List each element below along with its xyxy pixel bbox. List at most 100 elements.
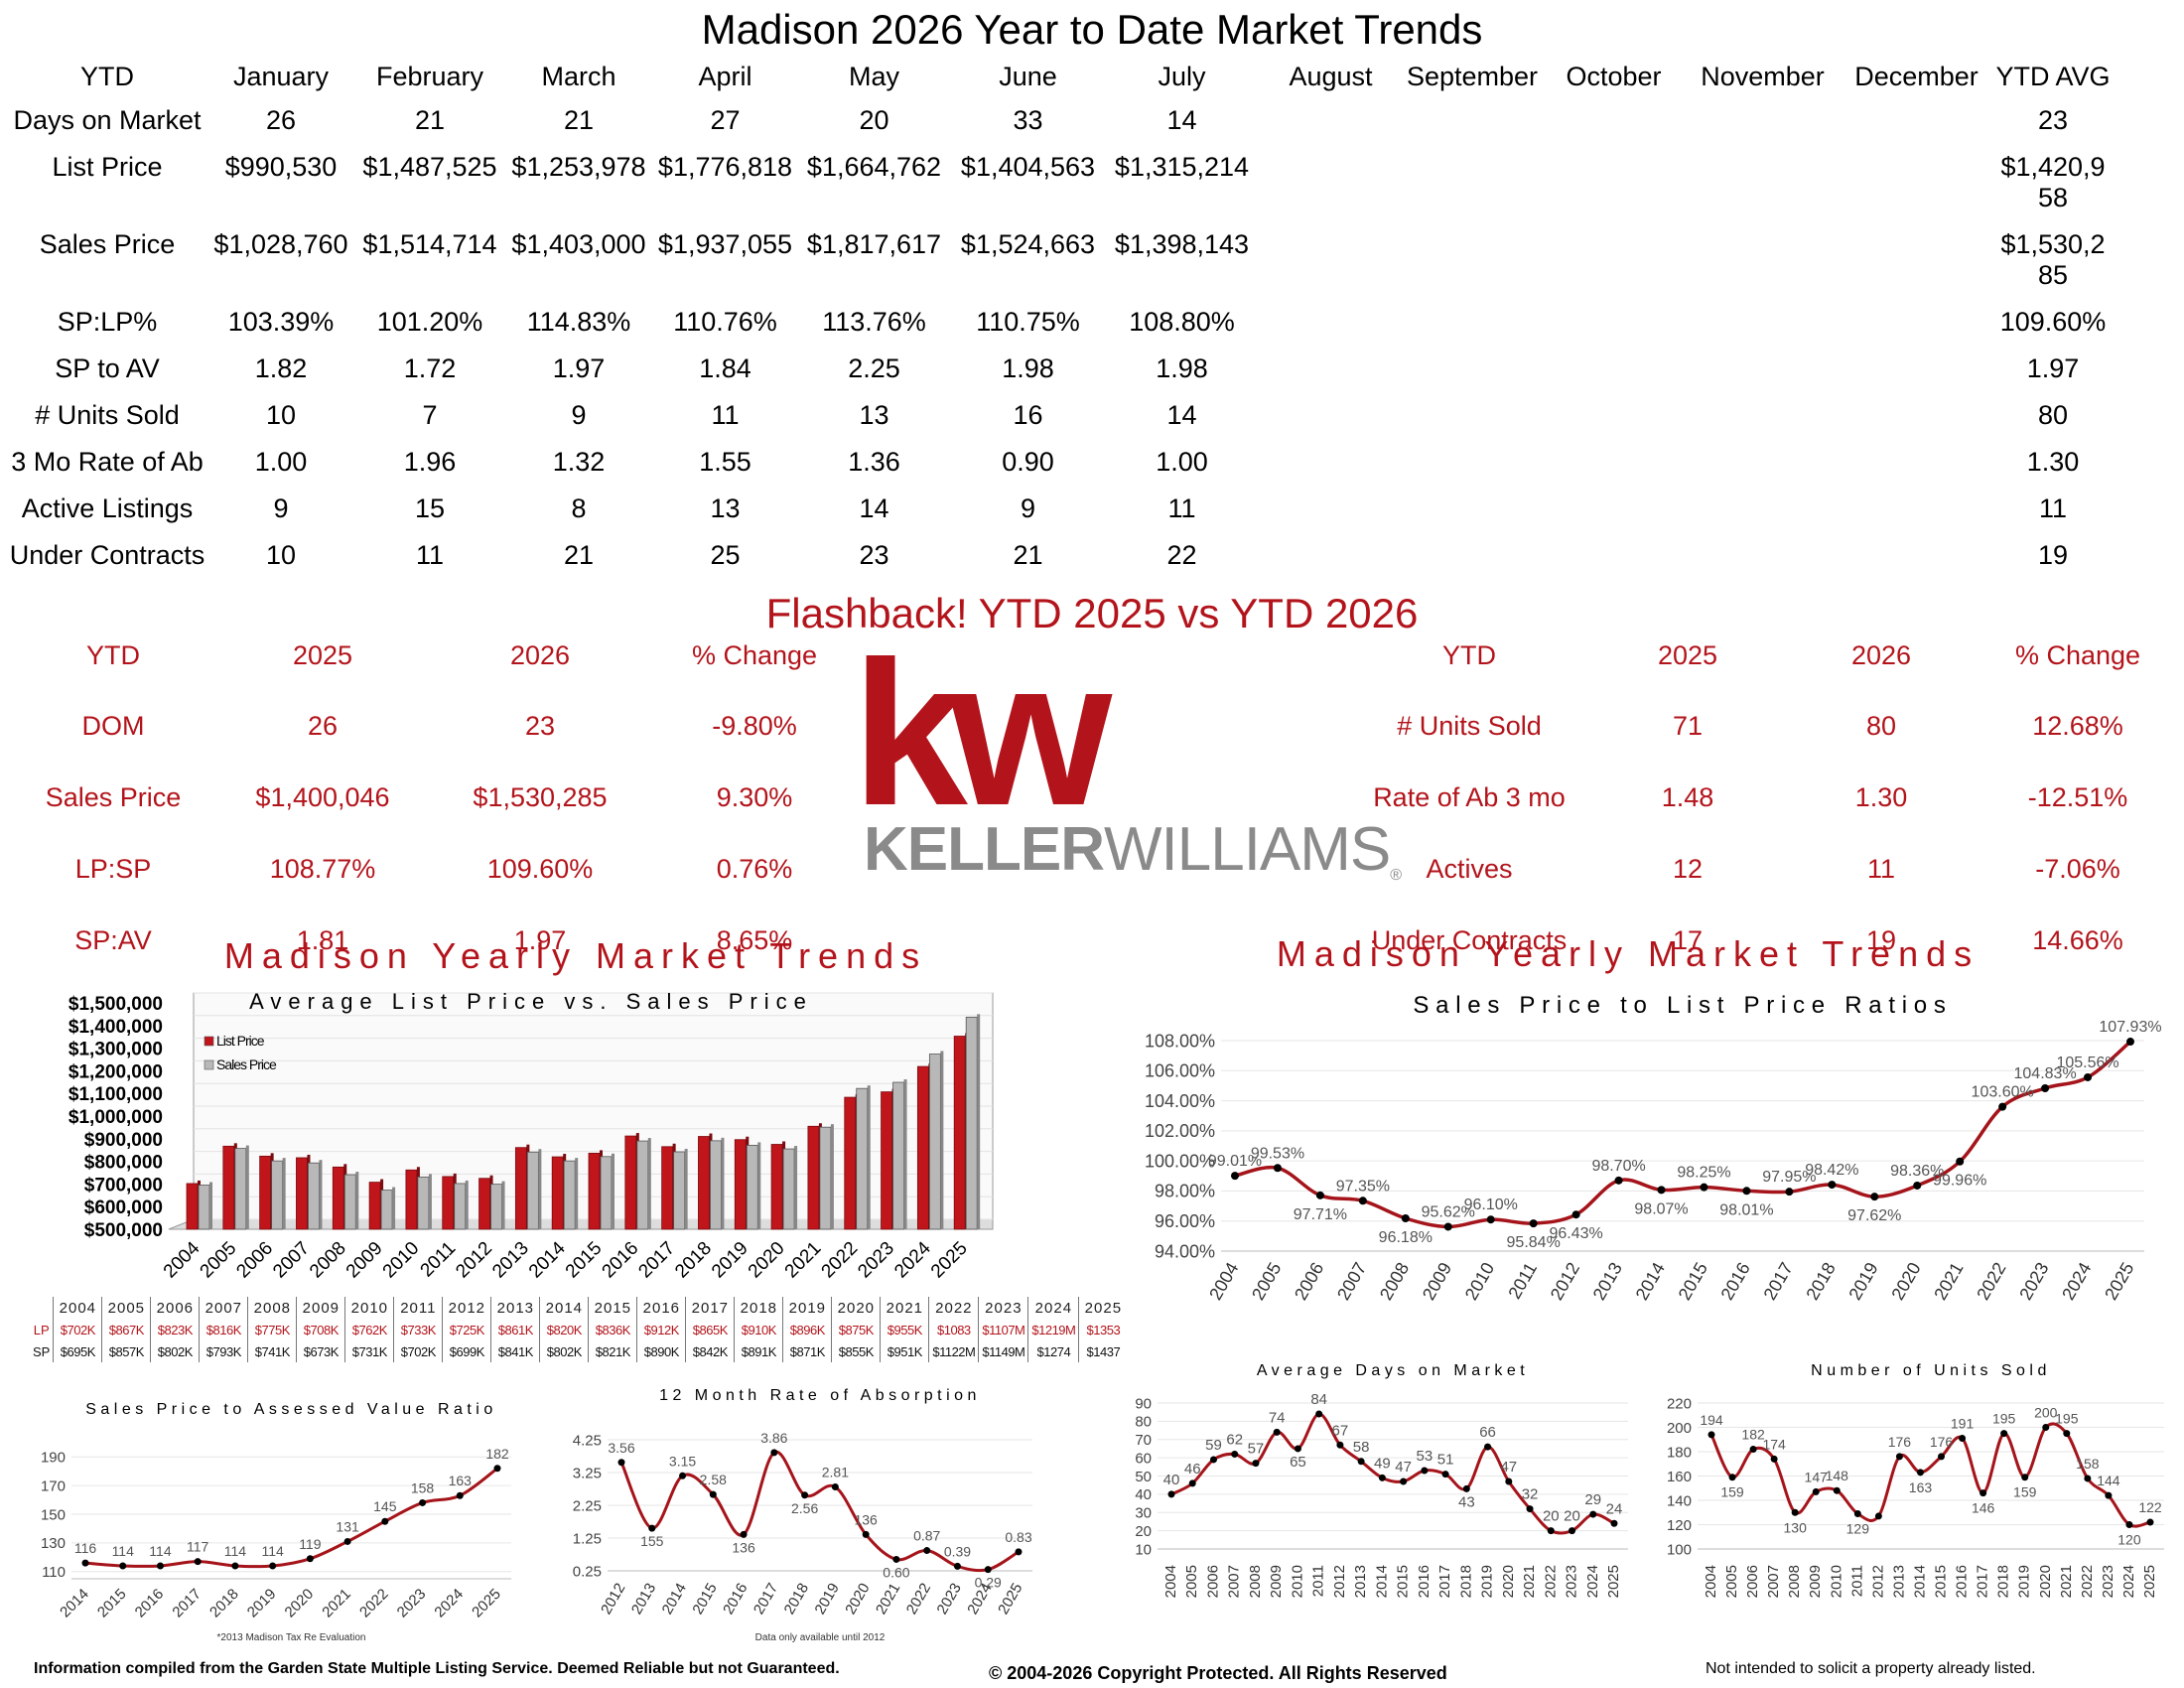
y-tick-label: $1,400,000 [68,1017,163,1038]
legend-label: Sales Price [216,1056,277,1072]
bar-sales-price [308,1162,320,1230]
lp-sp-cell: 2004 [53,1297,102,1319]
ytd-cell: 14 [859,493,889,523]
ytd-cell [1403,152,1542,229]
ytd-cell: $1,514,714 [362,229,497,259]
flashback-cell: 1.30 [1854,782,1908,812]
bar-sales-price [234,1148,247,1230]
sp-av-ratio-line-chart: Sales Price to Assessed Value Ratio 110 13… [41,1401,511,1643]
data-label: 46 [1184,1461,1201,1477]
ytd-cell [1259,152,1403,229]
bar-side [575,1158,579,1229]
bar-side [428,1174,432,1229]
ytd-cell: 103.39% [227,307,335,337]
data-point [831,1483,839,1491]
bar-sales-price [454,1183,467,1230]
x-tick-label: 2019 [1844,1259,1881,1304]
y-tick-label: $1,000,000 [68,1107,163,1128]
series-line [84,1467,498,1569]
data-point [1569,1527,1576,1535]
y-tick-label: 140 [1667,1492,1692,1509]
ytd-cell: 10 [265,400,297,430]
ytd-cell [1259,400,1403,447]
data-label: 182 [485,1446,509,1462]
data-point [1657,1186,1666,1195]
x-tick-label: 2005 [1183,1565,1200,1598]
lp-sp-row-label [30,1297,54,1319]
lp-sp-cell: 2022 [928,1297,979,1319]
data-label: 103.60% [1972,1084,2034,1101]
lp-sp-cell: $1274 [1027,1340,1079,1362]
data-point [1167,1490,1175,1498]
x-tick-label: 2004 [1162,1565,1179,1598]
lp-sp-cell: $890K [636,1340,686,1362]
lp-sp-cell: $955K [880,1319,929,1340]
data-point [953,1562,961,1570]
data-point [1956,1157,1965,1166]
data-point [2146,1518,2154,1526]
x-tick-label: 2014 [525,1237,570,1282]
data-label: 130 [1784,1519,1808,1535]
y-tick-label: 180 [1667,1444,1692,1461]
ytd-cell [1403,493,1542,540]
chart-title: 12 Month Rate of Absorption [659,1387,981,1404]
bar-side [245,1145,249,1229]
lp-sp-data-table: 2004 2005 2006 2007 2008 2009 2010 2011 2012 2013… [30,1297,1128,1362]
data-label: 3.56 [608,1440,634,1456]
data-point [456,1491,464,1499]
x-tick-label: 2017 [169,1586,205,1621]
ytd-cell: 11 [711,400,740,430]
ytd-cell: $1,315,214 [1114,152,1250,182]
flashback-cell: 26 [307,711,339,741]
lp-sp-table-row: LP $702K $867K $823K $816K $775K $708K $762K $73… [30,1319,1128,1340]
ytd-row: Under Contracts 10 11 21 25 23 21 22 19 [8,540,2113,587]
x-tick-label: 2022 [1542,1565,1559,1598]
lp-sp-cell: $891K [734,1340,783,1362]
ytd-monthly-table: YTD January February March April May June July A… [8,62,2113,587]
ytd-cell [1542,353,1686,400]
ytd-cell [1542,229,1686,307]
ytd-cell [1840,105,1993,152]
data-label: 20 [1543,1508,1560,1525]
data-label: 47 [1500,1459,1517,1476]
data-point [648,1524,656,1532]
kw-mark: kw [852,655,1113,849]
lp-sp-cell: $673K [296,1340,345,1362]
ytd-cell: 7 [422,400,438,430]
x-tick-label: 2023 [854,1238,898,1283]
x-tick-label: 2014 [659,1581,690,1618]
ytd-cell [1840,540,1993,587]
data-point [2084,1475,2092,1482]
x-tick-label: 2020 [745,1238,789,1283]
bar-sales-price [198,1185,210,1230]
x-tick-label: 2013 [628,1581,659,1618]
ytd-cell: 26 [265,105,297,135]
ytd-cell: 108.80% [1129,307,1235,337]
x-tick-label: 2018 [206,1586,242,1621]
x-tick-label: 2013 [488,1238,533,1283]
bar-list-price [514,1147,527,1230]
data-point [2042,1424,2050,1431]
x-tick-label: 2009 [1419,1259,1455,1304]
x-tick-label: 2008 [1247,1565,1264,1598]
y-tick-label: 4.25 [573,1432,602,1449]
bar-side [355,1172,359,1229]
ytd-header-row: YTD January February March April May June July A… [8,62,2113,105]
ytd-cell [1259,447,1403,493]
bar-list-price [844,1096,857,1230]
data-label: 117 [187,1539,209,1555]
flashback-cell: 12.68% [2032,711,2123,741]
bar-side [684,1149,688,1229]
lp-sp-cell: 2011 [393,1297,443,1319]
data-point [1529,1219,1538,1228]
y-tick-label: 10 [1135,1541,1152,1558]
lp-sp-cell: 2006 [150,1297,200,1319]
lp-sp-cell: 2020 [831,1297,881,1319]
flashback-cell: $1,530,285 [473,782,608,812]
ytd-cell: $1,664,762 [806,152,942,182]
x-tick-label: 2022 [903,1581,934,1618]
ytd-cell: 1.00 [1156,447,1208,477]
x-tick-label: 2015 [94,1586,130,1621]
data-point [1791,1508,1799,1516]
y-tick-label: 106.00% [1145,1061,1215,1081]
